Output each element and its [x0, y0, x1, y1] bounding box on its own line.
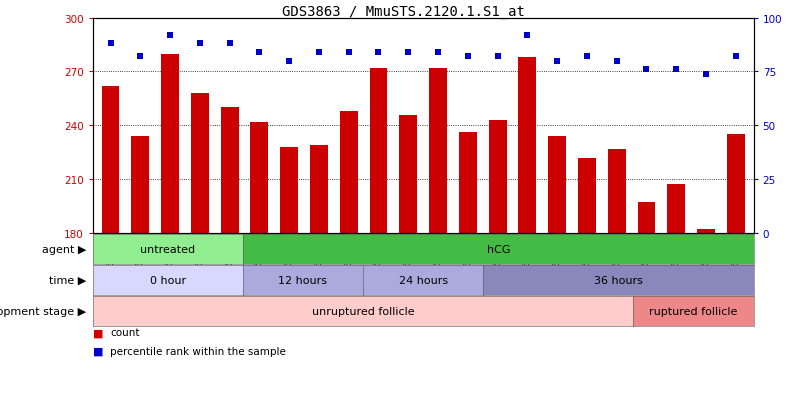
Text: untreated: untreated	[140, 244, 195, 254]
Bar	[102, 87, 119, 233]
Bar	[548, 137, 566, 233]
Bar	[399, 115, 418, 233]
Bar	[578, 158, 596, 233]
Text: 0 hour: 0 hour	[150, 275, 186, 285]
Bar	[667, 185, 685, 233]
Bar	[429, 69, 447, 233]
Bar	[488, 121, 506, 233]
Text: 36 hours: 36 hours	[594, 275, 643, 285]
Text: 24 hours: 24 hours	[399, 275, 447, 285]
Bar	[518, 58, 536, 233]
Text: GDS3863 / MmuSTS.2120.1.S1_at: GDS3863 / MmuSTS.2120.1.S1_at	[281, 5, 525, 19]
Text: ■: ■	[93, 328, 103, 337]
Bar	[251, 122, 268, 233]
Bar	[340, 112, 358, 233]
Text: count: count	[110, 328, 140, 337]
Bar	[191, 94, 209, 233]
Bar	[310, 146, 328, 233]
Bar	[131, 137, 149, 233]
Bar	[697, 230, 715, 233]
Text: hCG: hCG	[487, 244, 510, 254]
Bar	[370, 69, 388, 233]
Bar	[221, 108, 239, 233]
Bar	[608, 149, 625, 233]
Bar	[161, 55, 179, 233]
Bar	[638, 203, 655, 233]
Text: time ▶: time ▶	[49, 275, 86, 285]
Bar	[280, 147, 298, 233]
Text: percentile rank within the sample: percentile rank within the sample	[110, 346, 286, 356]
Text: 12 hours: 12 hours	[279, 275, 327, 285]
Text: ■: ■	[93, 346, 103, 356]
Bar	[727, 135, 745, 233]
Text: development stage ▶: development stage ▶	[0, 306, 86, 316]
Bar	[459, 133, 476, 233]
Text: ruptured follicle: ruptured follicle	[650, 306, 737, 316]
Text: unruptured follicle: unruptured follicle	[312, 306, 414, 316]
Text: agent ▶: agent ▶	[42, 244, 86, 254]
